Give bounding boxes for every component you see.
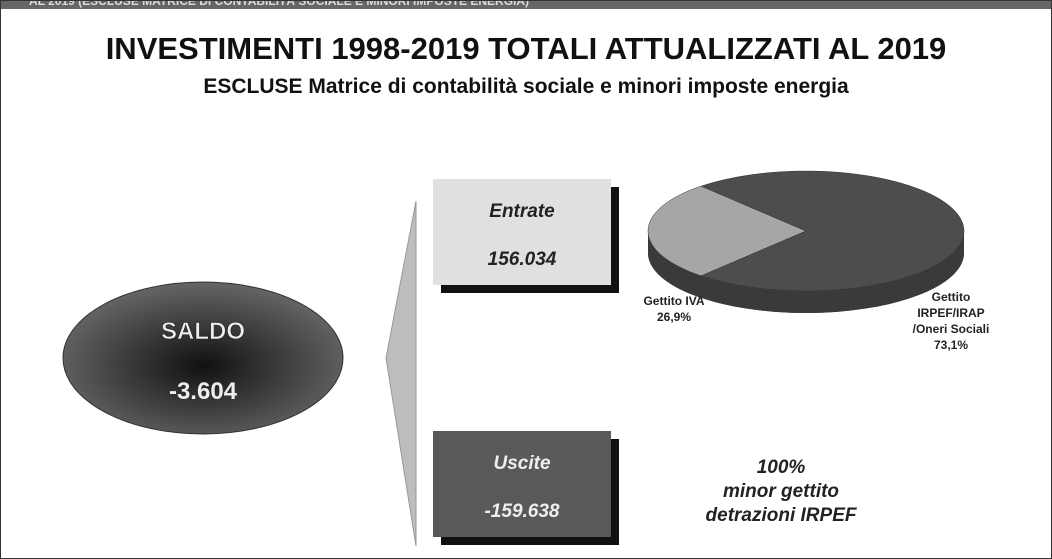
- subtitle: ESCLUSE Matrice di contabilità sociale e…: [203, 75, 849, 98]
- value-label: 73,1%: [933, 338, 969, 352]
- entrate-label: Entrate: [489, 201, 555, 222]
- category: Gettito IVA: [643, 294, 705, 308]
- note-line: detrazioni IRPEF: [705, 505, 857, 526]
- category: Gettito IRPEF/IRAP /Oneri Sociali: [912, 290, 990, 336]
- connector: [385, 200, 417, 547]
- pie-label: Gettito IVA 26,9%: [629, 293, 719, 325]
- note: 100% minor gettito detrazioni IRPEF: [681, 456, 881, 528]
- note-line: 100%: [756, 457, 806, 478]
- pie: [647, 170, 965, 313]
- pie-slice: [647, 185, 807, 277]
- title: INVESTIMENTI 1998-2019 TOTALI ATTUALIZZA…: [105, 31, 947, 66]
- value-label: 26,9%: [656, 310, 692, 324]
- pie-label: Gettito IRPEF/IRAP /Oneri Sociali 73,1%: [911, 289, 991, 353]
- uscite-box: Uscite -159.638: [433, 431, 611, 537]
- entrate-value: 156.034: [487, 249, 557, 270]
- top-bar: AL 2019 (ESCLUSE MATRICE DI CONTABILITÀ …: [1, 1, 1051, 9]
- entrate-box: Entrate 156.034: [433, 179, 611, 285]
- pie-slice: [700, 170, 965, 292]
- saldo-value: -3.604: [169, 378, 238, 405]
- uscite-label: Uscite: [493, 453, 551, 474]
- saldo-label: SALDO: [161, 318, 245, 345]
- saldo-ellipse: [62, 281, 344, 435]
- uscite-value: -159.638: [484, 501, 560, 522]
- note-line: minor gettito: [722, 481, 840, 502]
